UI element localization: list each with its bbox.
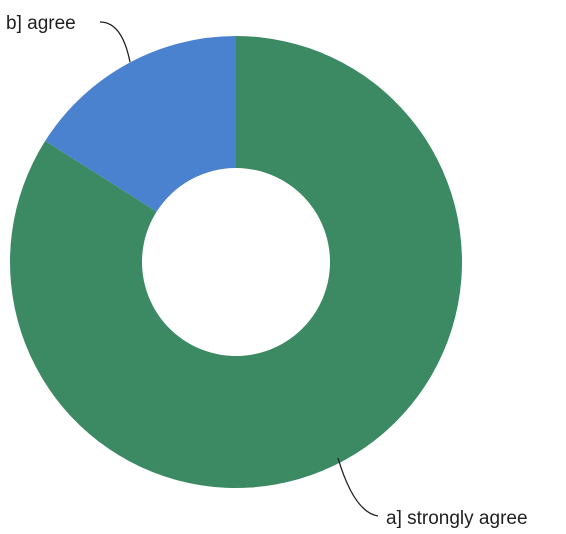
slice-label-strongly-agree: a] strongly agree	[386, 508, 528, 529]
leader-line-agree	[99, 21, 131, 63]
slice-label-agree: b] agree	[6, 13, 76, 34]
slice-agree	[45, 35, 237, 212]
slice-strongly-agree	[9, 36, 462, 488]
leader-line-strongly-agree	[337, 457, 379, 517]
donut-slices	[9, 35, 462, 488]
donut-labels: a] strongly agree b] agree	[6, 13, 528, 529]
